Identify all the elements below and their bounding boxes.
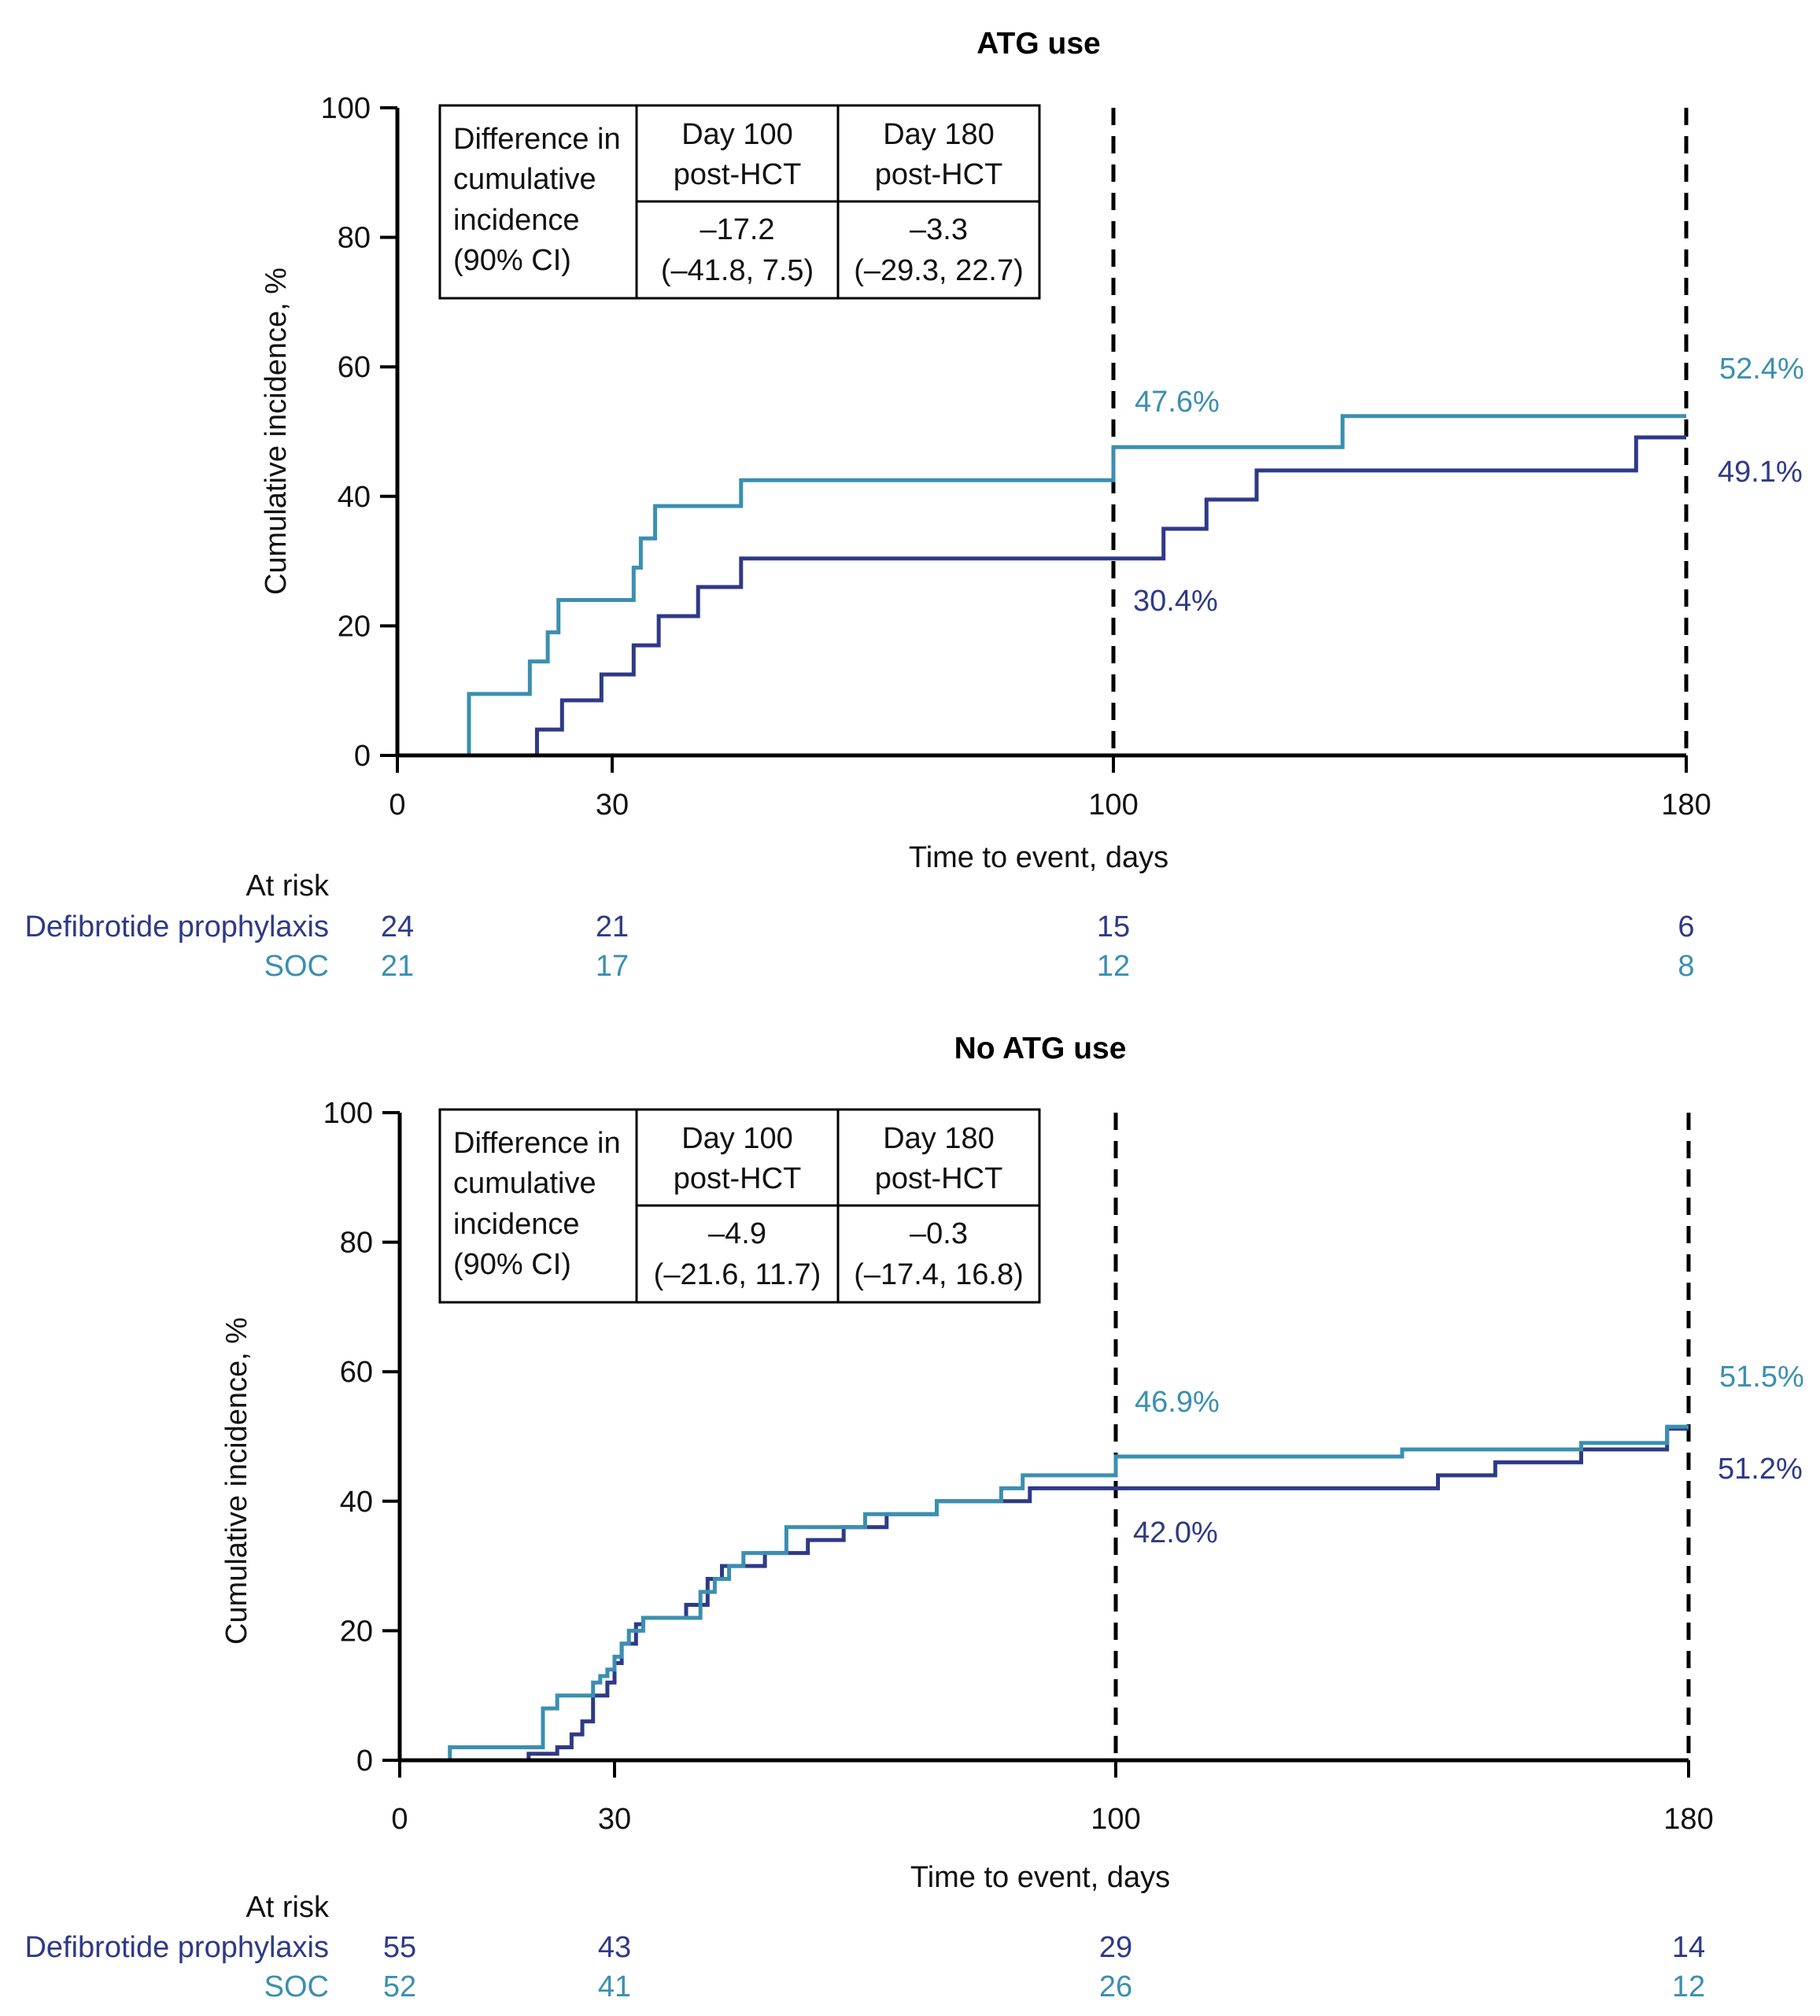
x-tick-label: 180 bbox=[1661, 788, 1711, 822]
at-risk-value: 26 bbox=[1099, 1970, 1132, 2003]
table-col2-header: post-HCT bbox=[875, 158, 1003, 191]
y-tick-label: 60 bbox=[340, 1356, 373, 1389]
at-risk-value: 21 bbox=[381, 950, 414, 983]
at-risk-value: 15 bbox=[1097, 910, 1130, 943]
annotation-soc-day-180: 51.5% bbox=[1719, 1361, 1804, 1394]
x-tick-label: 30 bbox=[596, 788, 629, 822]
y-tick-label: 40 bbox=[340, 1486, 373, 1519]
at-risk-value: 21 bbox=[596, 910, 629, 943]
annotation-defibrotide-day-100: 42.0% bbox=[1133, 1516, 1218, 1549]
at-risk-row-name-soc: SOC bbox=[264, 950, 329, 983]
at-risk-row-name-soc: SOC bbox=[264, 1970, 329, 2003]
chart-title: ATG use bbox=[976, 27, 1100, 61]
at-risk-label: At risk bbox=[245, 870, 330, 903]
at-risk-value: 17 bbox=[596, 950, 629, 983]
at-risk-value: 52 bbox=[383, 1970, 416, 2003]
series-line-defibrotide-prophylaxis bbox=[397, 435, 1686, 758]
panel-no-atg-use: No ATG use Cumulative incidence, % Time … bbox=[24, 1032, 1803, 2003]
table-row-header-line: cumulative bbox=[453, 1167, 596, 1200]
x-ticks: 0 30 100 180 bbox=[391, 1760, 1714, 1836]
at-risk-value: 29 bbox=[1099, 1931, 1132, 1964]
table-col2-header: Day 180 bbox=[883, 1122, 995, 1155]
annotation-soc-day-100: 46.9% bbox=[1135, 1386, 1220, 1419]
at-risk-value: 43 bbox=[598, 1931, 631, 1964]
table-col2-value: –0.3 bbox=[910, 1217, 968, 1250]
table-col2-header: Day 180 bbox=[883, 118, 995, 151]
series-line-soc bbox=[400, 1424, 1689, 1763]
at-risk-table: At risk Defibrotide prophylaxis SOC 24 21… bbox=[24, 870, 1694, 983]
table-row-header-line: Difference in bbox=[453, 1127, 621, 1160]
table-col1-header: Day 100 bbox=[681, 1122, 793, 1155]
at-risk-values: 24 21 15 6 21 17 12 8 bbox=[381, 910, 1695, 983]
annotation-soc-day-180: 52.4% bbox=[1719, 353, 1804, 386]
table-col1-header: post-HCT bbox=[674, 1162, 802, 1195]
chart-title: No ATG use bbox=[954, 1032, 1127, 1065]
y-ticks: 0 20 40 60 80 100 bbox=[321, 92, 397, 773]
x-axis-label: Time to event, days bbox=[910, 1861, 1170, 1894]
at-risk-value: 24 bbox=[381, 910, 414, 943]
series-line-defibrotide-prophylaxis bbox=[400, 1427, 1689, 1763]
annotation-soc-day-100: 47.6% bbox=[1135, 386, 1220, 419]
table-col1-value: (–41.8, 7.5) bbox=[661, 254, 814, 287]
table-col2-value: (–29.3, 22.7) bbox=[854, 254, 1023, 287]
y-tick-label: 20 bbox=[338, 610, 371, 643]
x-tick-label: 100 bbox=[1088, 788, 1138, 822]
table-col2-header: post-HCT bbox=[875, 1162, 1003, 1195]
table-col1-header: post-HCT bbox=[674, 158, 802, 191]
at-risk-value: 41 bbox=[598, 1970, 631, 2003]
y-tick-label: 40 bbox=[338, 481, 371, 514]
table-col2-value: –3.3 bbox=[910, 213, 968, 246]
difference-table: Difference in cumulative incidence (90% … bbox=[438, 104, 1041, 300]
at-risk-value: 8 bbox=[1678, 950, 1694, 983]
at-risk-row-name-defibrotide: Defibrotide prophylaxis bbox=[24, 910, 329, 943]
y-tick-label: 100 bbox=[321, 92, 371, 125]
at-risk-value: 55 bbox=[383, 1931, 416, 1964]
table-col1-header: Day 100 bbox=[681, 118, 793, 151]
at-risk-table: At risk Defibrotide prophylaxis SOC 55 43… bbox=[24, 1891, 1705, 2003]
x-ticks: 0 30 100 180 bbox=[389, 755, 1711, 822]
x-tick-label: 100 bbox=[1091, 1803, 1140, 1836]
annotation-defibrotide-day-100: 30.4% bbox=[1133, 585, 1218, 618]
x-tick-label: 0 bbox=[391, 1803, 408, 1836]
table-row-header-line: (90% CI) bbox=[453, 244, 571, 277]
at-risk-row-name-defibrotide: Defibrotide prophylaxis bbox=[24, 1931, 329, 1964]
y-axis-label: Cumulative incidence, % bbox=[220, 1317, 253, 1645]
x-tick-label: 180 bbox=[1663, 1803, 1713, 1836]
y-ticks: 0 20 40 60 80 100 bbox=[323, 1097, 400, 1778]
at-risk-label: At risk bbox=[245, 1891, 330, 1924]
table-col1-value: –4.9 bbox=[708, 1217, 766, 1250]
at-risk-value: 12 bbox=[1672, 1970, 1705, 2003]
y-tick-label: 60 bbox=[338, 351, 371, 384]
y-tick-label: 0 bbox=[356, 1745, 373, 1778]
annotation-defibrotide-day-180: 51.2% bbox=[1718, 1453, 1803, 1486]
panel-atg-use: ATG use Cumulative incidence, % Time to … bbox=[24, 27, 1803, 983]
y-tick-label: 80 bbox=[340, 1227, 373, 1260]
at-risk-value: 6 bbox=[1678, 910, 1694, 943]
table-row-header-line: (90% CI) bbox=[453, 1248, 571, 1281]
y-axis-label: Cumulative incidence, % bbox=[260, 268, 293, 595]
y-tick-label: 100 bbox=[323, 1097, 373, 1130]
at-risk-value: 12 bbox=[1097, 950, 1130, 983]
difference-table: Difference in cumulative incidence (90% … bbox=[438, 1108, 1041, 1304]
y-tick-label: 20 bbox=[340, 1615, 373, 1648]
at-risk-value: 14 bbox=[1672, 1931, 1705, 1964]
at-risk-values: 55 43 29 14 52 41 26 12 bbox=[383, 1931, 1705, 2003]
y-tick-label: 0 bbox=[354, 740, 371, 773]
y-tick-label: 80 bbox=[338, 222, 371, 255]
x-tick-label: 0 bbox=[389, 788, 405, 822]
x-axis-label: Time to event, days bbox=[909, 841, 1168, 874]
table-col1-value: –17.2 bbox=[700, 213, 774, 246]
table-row-header-line: cumulative bbox=[453, 163, 596, 196]
table-row-header-line: Difference in bbox=[453, 123, 621, 156]
table-row-header-line: incidence bbox=[453, 1208, 580, 1241]
table-col2-value: (–17.4, 16.8) bbox=[854, 1258, 1023, 1291]
table-row-header-line: incidence bbox=[453, 204, 580, 237]
table-col1-value: (–21.6, 11.7) bbox=[654, 1258, 821, 1291]
x-tick-label: 30 bbox=[598, 1803, 631, 1836]
annotation-defibrotide-day-180: 49.1% bbox=[1718, 456, 1803, 489]
series-line-soc bbox=[397, 414, 1686, 758]
